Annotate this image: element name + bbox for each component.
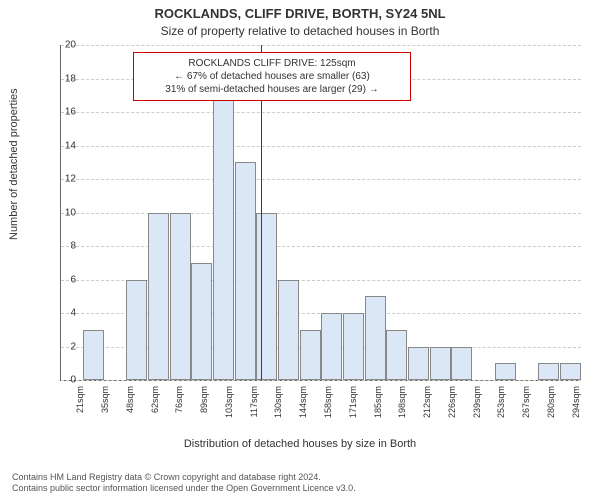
x-tick-label: 89sqm: [199, 386, 209, 413]
gridline: [61, 112, 581, 113]
histogram-bar: [386, 330, 407, 380]
chart-subtitle: Size of property relative to detached ho…: [0, 24, 600, 38]
plot-area: ROCKLANDS CLIFF DRIVE: 125sqm← 67% of de…: [60, 45, 581, 381]
annotation-line: ← 67% of detached houses are smaller (63…: [142, 70, 402, 83]
chart-container: ROCKLANDS, CLIFF DRIVE, BORTH, SY24 5NL …: [0, 0, 600, 500]
y-axis-label: Number of detached properties: [8, 88, 20, 240]
x-tick-label: 21sqm: [75, 386, 85, 413]
x-tick-label: 62sqm: [150, 386, 160, 413]
histogram-bar: [235, 162, 256, 380]
histogram-bar: [451, 347, 472, 381]
gridline: [61, 380, 581, 381]
x-axis-label: Distribution of detached houses by size …: [0, 438, 600, 450]
y-tick-label: 12: [65, 174, 76, 185]
histogram-bar: [321, 313, 342, 380]
x-tick-label: 212sqm: [422, 386, 432, 418]
y-tick-label: 4: [70, 308, 76, 319]
gridline: [61, 45, 581, 46]
x-tick-label: 35sqm: [100, 386, 110, 413]
histogram-bar: [170, 213, 191, 381]
x-tick-label: 48sqm: [125, 386, 135, 413]
histogram-bar: [343, 313, 364, 380]
histogram-bar: [538, 363, 559, 380]
histogram-bar: [256, 213, 277, 381]
histogram-bar: [495, 363, 516, 380]
annotation-box: ROCKLANDS CLIFF DRIVE: 125sqm← 67% of de…: [133, 52, 411, 101]
histogram-bar: [560, 363, 581, 380]
histogram-bar: [430, 347, 451, 381]
gridline: [61, 146, 581, 147]
y-tick-label: 18: [65, 73, 76, 84]
histogram-bar: [83, 330, 104, 380]
chart-title: ROCKLANDS, CLIFF DRIVE, BORTH, SY24 5NL: [0, 6, 600, 21]
x-tick-label: 144sqm: [298, 386, 308, 418]
y-tick-label: 2: [70, 341, 76, 352]
footer-line: Contains public sector information licen…: [12, 483, 356, 494]
annotation-line: ROCKLANDS CLIFF DRIVE: 125sqm: [142, 57, 402, 70]
histogram-bar: [213, 79, 234, 381]
x-tick-label: 239sqm: [472, 386, 482, 418]
x-tick-label: 103sqm: [224, 386, 234, 418]
x-tick-label: 294sqm: [571, 386, 581, 418]
gridline: [61, 213, 581, 214]
histogram-bar: [126, 280, 147, 381]
footer-attribution: Contains HM Land Registry data © Crown c…: [12, 472, 356, 495]
x-tick-label: 76sqm: [174, 386, 184, 413]
x-tick-label: 117sqm: [249, 386, 259, 417]
y-tick-label: 20: [65, 40, 76, 51]
gridline: [61, 246, 581, 247]
y-tick-label: 14: [65, 140, 76, 151]
histogram-bar: [365, 296, 386, 380]
histogram-bar: [300, 330, 321, 380]
histogram-bar: [148, 213, 169, 381]
x-tick-label: 253sqm: [496, 386, 506, 418]
footer-line: Contains HM Land Registry data © Crown c…: [12, 472, 356, 483]
histogram-bar: [278, 280, 299, 381]
y-tick-label: 6: [70, 274, 76, 285]
annotation-line: 31% of semi-detached houses are larger (…: [142, 83, 402, 96]
y-tick-label: 0: [70, 375, 76, 386]
y-tick-label: 8: [70, 241, 76, 252]
x-tick-label: 158sqm: [323, 386, 333, 418]
x-tick-label: 267sqm: [521, 386, 531, 418]
x-tick-label: 171sqm: [348, 386, 358, 418]
x-tick-label: 130sqm: [273, 386, 283, 418]
y-tick-label: 16: [65, 107, 76, 118]
x-tick-label: 185sqm: [373, 386, 383, 418]
x-tick-label: 198sqm: [397, 386, 407, 418]
x-tick-label: 226sqm: [447, 386, 457, 418]
gridline: [61, 179, 581, 180]
histogram-bar: [191, 263, 212, 380]
histogram-bar: [408, 347, 429, 381]
x-tick-label: 280sqm: [546, 386, 556, 418]
y-tick-label: 10: [65, 207, 76, 218]
